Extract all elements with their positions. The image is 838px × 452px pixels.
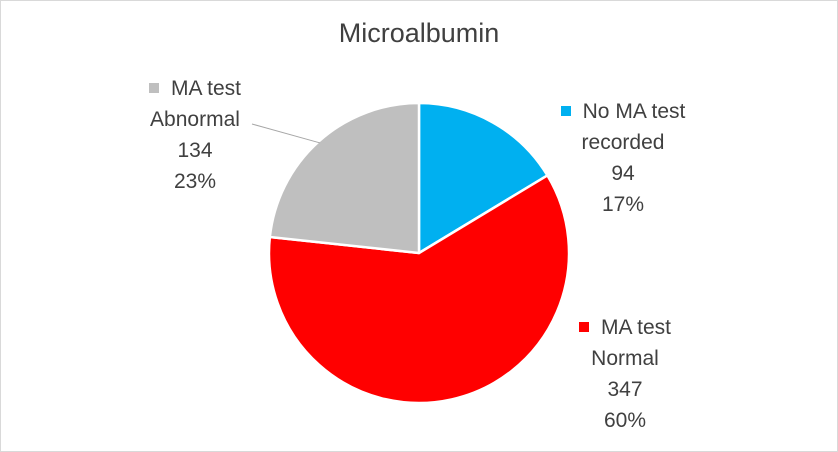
pie-slice-no-ma-test xyxy=(417,101,549,255)
slice-value: 134 xyxy=(177,139,213,162)
slice-label-ma-abnormal: MA test Abnormal 134 23% xyxy=(120,73,270,197)
slice-label-no-ma-test: No MA test recorded 94 17% xyxy=(548,96,698,220)
pie-slice-ma-normal xyxy=(267,174,571,405)
legend-swatch-ma-normal xyxy=(578,322,589,332)
slice-name-line-1: MA test xyxy=(600,316,672,339)
slice-percent: 23% xyxy=(173,170,217,193)
slice-name-line-2: Abnormal xyxy=(150,108,240,131)
slice-name-line-1: No MA test xyxy=(582,100,686,123)
slice-percent: 60% xyxy=(603,409,647,432)
slice-value: 347 xyxy=(607,378,643,401)
slice-name-line-2: recorded xyxy=(581,131,665,154)
legend-swatch-ma-abnormal xyxy=(148,83,159,93)
slice-percent: 17% xyxy=(601,193,645,216)
slice-name-line-2: Normal xyxy=(591,347,659,370)
pie-slice-ma-abnormal xyxy=(268,101,421,255)
chart-title: Microalbumin xyxy=(338,18,500,48)
leader-line-ma-abnormal xyxy=(251,123,321,144)
legend-swatch-no-ma-test xyxy=(560,106,571,116)
slice-label-ma-normal: MA test Normal 347 60% xyxy=(560,312,690,436)
slice-name-line-1: MA test xyxy=(170,77,242,100)
slice-value: 94 xyxy=(611,162,635,185)
